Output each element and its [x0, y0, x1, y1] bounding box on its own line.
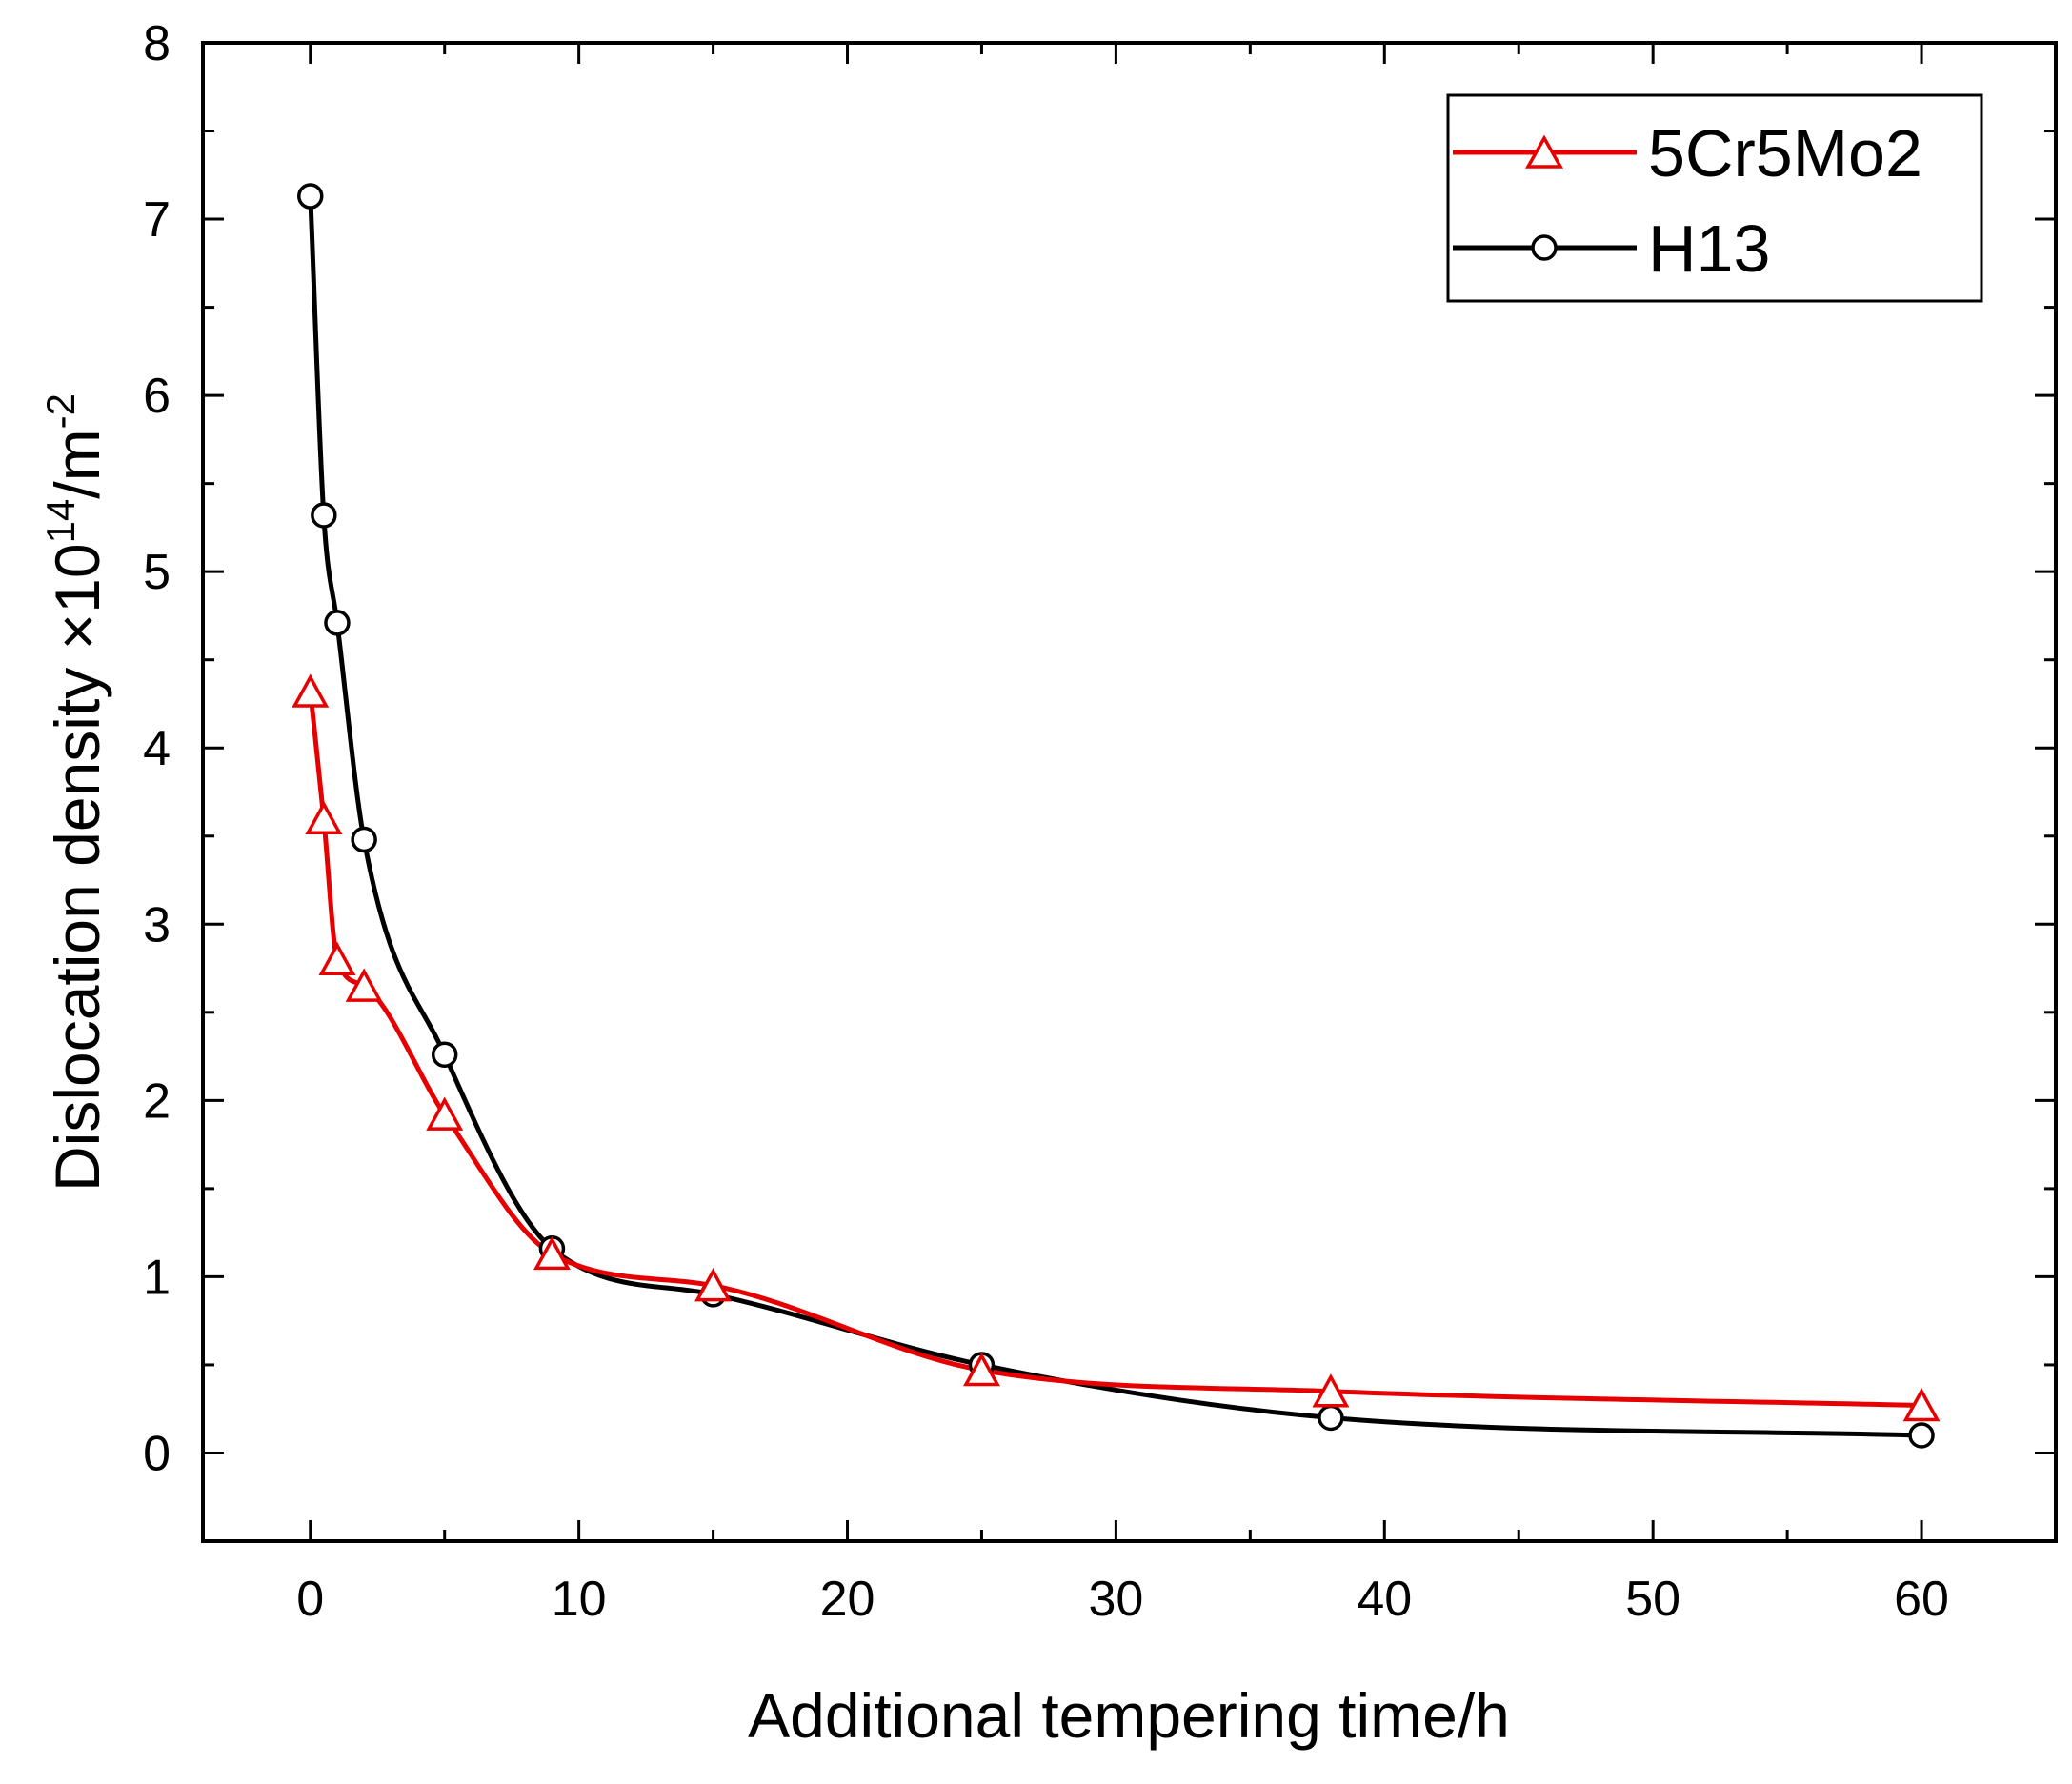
y-tick-label: 8 [143, 16, 171, 71]
series-markers [292, 183, 1941, 1449]
point-H13 [431, 1041, 458, 1068]
point-H13 [1908, 1422, 1935, 1449]
y-tick-label: 5 [143, 545, 171, 600]
point-5Cr5Mo2 [318, 941, 356, 976]
x-tick-label: 50 [1625, 1572, 1680, 1627]
point-5Cr5Mo2 [292, 673, 330, 708]
point-5Cr5Mo2 [345, 968, 383, 1002]
series-line-5Cr5Mo2 [308, 691, 1922, 1408]
point-H13 [351, 826, 377, 853]
y-tick-label: 0 [143, 1426, 171, 1481]
x-tick-label: 60 [1894, 1572, 1949, 1627]
x-tick-label: 20 [820, 1572, 875, 1627]
legend-box [1446, 93, 1983, 303]
y-axis-title: Dislocation density ×1014/m-2 [38, 393, 112, 1192]
point-5Cr5Mo2 [426, 1096, 464, 1131]
x-tick-label: 10 [552, 1572, 607, 1627]
plot-frame [201, 41, 2058, 1543]
legend-marker-H13 [1531, 234, 1558, 261]
x-tick-label: 0 [296, 1572, 324, 1627]
x-tick-label: 30 [1088, 1572, 1143, 1627]
point-H13 [297, 183, 324, 210]
point-5Cr5Mo2 [1902, 1387, 1941, 1422]
y-tick-label: 6 [143, 369, 171, 424]
legend-label-H13: H13 [1648, 211, 1770, 286]
x-tick-label: 40 [1357, 1572, 1412, 1627]
y-axis-title-exponent: 14 [38, 499, 83, 544]
axis-ticks: 0 10 20 30 40 50 60 0 1 2 3 4 5 6 7 8 [143, 16, 2056, 1627]
y-tick-label: 3 [143, 897, 171, 952]
y-tick-label: 4 [143, 721, 171, 776]
point-5Cr5Mo2 [1312, 1373, 1350, 1408]
point-5Cr5Mo2 [694, 1268, 733, 1302]
point-5Cr5Mo2 [305, 800, 343, 835]
y-tick-label: 2 [143, 1073, 171, 1129]
point-5Cr5Mo2 [533, 1235, 571, 1271]
legend: 5Cr5Mo2 H13 [1446, 93, 1983, 303]
y-tick-label: 7 [143, 192, 171, 248]
y-tick-label: 1 [143, 1250, 171, 1305]
y-axis-title-unit-exponent: -2 [38, 393, 83, 429]
point-H13 [1318, 1404, 1344, 1432]
point-H13 [311, 502, 337, 529]
x-axis-title: Additional tempering time/h [748, 1680, 1510, 1751]
y-axis-title-main: Dislocation density ×10 [42, 543, 112, 1192]
y-axis-title-unit: /m [42, 429, 112, 498]
point-5Cr5Mo2 [963, 1352, 1000, 1387]
legend-marker-5Cr5Mo2 [1524, 134, 1564, 169]
point-H13 [324, 610, 351, 636]
legend-label-5Cr5Mo2: 5Cr5Mo2 [1648, 116, 1922, 190]
